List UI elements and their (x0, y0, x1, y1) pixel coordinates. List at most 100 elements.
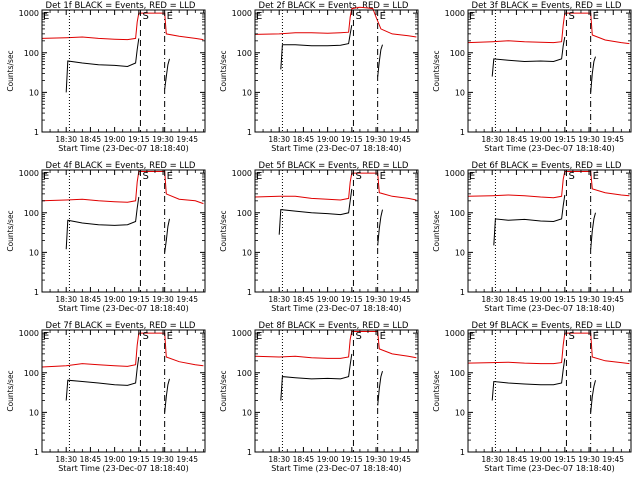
y-tick-label: 10 (455, 88, 465, 97)
x-tick-label: 18:30 (481, 135, 503, 144)
panel-title: Det 3f BLACK = Events, RED = LLD (472, 1, 622, 11)
panel-title: Det 4f BLACK = Events, RED = LLD (46, 161, 196, 171)
marker-e-label-left: E (256, 171, 262, 182)
x-tick-label: 19:45 (389, 455, 411, 464)
y-tick-label: 1000 (19, 169, 39, 178)
x-axis-label: Start Time (23-Dec-07 18:18:40) (484, 464, 615, 473)
x-tick-label: 18:30 (55, 455, 77, 464)
x-tick-label: 19:15 (128, 295, 150, 304)
marker-e-label: E (167, 331, 173, 342)
y-tick-label: 1000 (445, 9, 465, 18)
lld-series-line (41, 12, 204, 41)
y-tick-label: 10 (29, 408, 39, 417)
x-tick-label: 18:45 (293, 455, 315, 464)
x-tick-label: 19:30 (152, 135, 174, 144)
y-tick-label: 1 (34, 448, 39, 457)
marker-s-label: S (355, 171, 361, 182)
y-tick-label: 1000 (19, 329, 39, 338)
y-axis-label: Counts/sec (6, 50, 15, 91)
plot-frame (254, 9, 419, 133)
y-axis-label: Counts/sec (219, 370, 228, 411)
x-tick-label: 18:30 (481, 295, 503, 304)
x-tick-label: 18:45 (506, 295, 528, 304)
x-tick-label: 18:45 (506, 455, 528, 464)
x-tick-label: 19:30 (152, 295, 174, 304)
x-tick-label: 19:00 (104, 455, 126, 464)
x-tick-label: 18:30 (268, 295, 290, 304)
y-axis-label: Counts/sec (432, 370, 441, 411)
events-series-line (590, 56, 596, 93)
events-series-line (377, 209, 383, 246)
y-tick-label: 1000 (232, 169, 252, 178)
y-tick-label: 10 (29, 248, 39, 257)
x-tick-label: 19:45 (176, 135, 198, 144)
x-tick-label: 18:30 (268, 455, 290, 464)
x-tick-label: 19:00 (317, 295, 339, 304)
panel-title: Det 9f BLACK = Events, RED = LLD (472, 321, 622, 331)
y-tick-label: 10 (455, 248, 465, 257)
marker-s-label: S (355, 331, 361, 342)
marker-s-label: S (568, 331, 574, 342)
x-tick-label: 18:45 (293, 295, 315, 304)
marker-s-label: S (142, 171, 148, 182)
y-tick-label: 100 (237, 49, 252, 58)
events-series-line (491, 36, 566, 77)
y-axis-label: Counts/sec (219, 50, 228, 91)
x-axis-label: Start Time (23-Dec-07 18:18:40) (58, 464, 189, 473)
plot-frame (254, 169, 419, 293)
y-tick-label: 1 (247, 288, 252, 297)
events-series-line (280, 25, 353, 70)
marker-s-label: S (142, 331, 148, 342)
events-series-line (377, 44, 383, 77)
marker-e-label-left: E (256, 331, 262, 342)
x-tick-label: 19:45 (602, 135, 624, 144)
x-tick-label: 19:00 (104, 295, 126, 304)
events-series-line (493, 194, 566, 246)
y-tick-label: 1 (247, 448, 252, 457)
x-tick-label: 19:15 (128, 135, 150, 144)
events-series-line (164, 58, 170, 90)
y-axis-label: Counts/sec (6, 210, 15, 251)
plot-frame (41, 329, 206, 453)
x-tick-label: 19:30 (578, 135, 600, 144)
lld-series-line (467, 12, 630, 45)
x-tick-label: 19:15 (341, 455, 363, 464)
x-tick-label: 19:15 (554, 295, 576, 304)
events-series-line (65, 38, 140, 93)
panel-title: Det 8f BLACK = Events, RED = LLD (259, 321, 409, 331)
x-tick-label: 19:30 (365, 295, 387, 304)
x-tick-label: 18:30 (55, 295, 77, 304)
marker-s-label: S (355, 11, 361, 22)
marker-e-label: E (593, 171, 599, 182)
y-axis-label: Counts/sec (432, 210, 441, 251)
events-series-line (164, 218, 170, 253)
x-axis-label: Start Time (23-Dec-07 18:18:40) (58, 304, 189, 313)
x-tick-label: 18:30 (481, 455, 503, 464)
marker-e-label-left: E (469, 11, 475, 22)
y-tick-label: 1 (460, 448, 465, 457)
lld-series-line (254, 172, 417, 201)
events-series-line (590, 212, 596, 250)
lld-series-line (467, 171, 630, 199)
panel-title: Det 1f BLACK = Events, RED = LLD (46, 1, 196, 11)
x-axis-label: Start Time (23-Dec-07 18:18:40) (271, 304, 402, 313)
y-tick-label: 1 (247, 128, 252, 137)
y-tick-label: 1000 (445, 169, 465, 178)
plot-frame (467, 9, 632, 133)
marker-e-label: E (167, 11, 173, 22)
x-tick-label: 18:45 (293, 135, 315, 144)
marker-e-label: E (380, 171, 386, 182)
panel-title: Det 2f BLACK = Events, RED = LLD (259, 1, 409, 11)
events-series-line (590, 380, 596, 413)
y-tick-label: 100 (450, 209, 465, 218)
marker-e-label: E (380, 331, 386, 342)
marker-e-label-left: E (256, 11, 262, 22)
y-tick-label: 1000 (232, 329, 252, 338)
